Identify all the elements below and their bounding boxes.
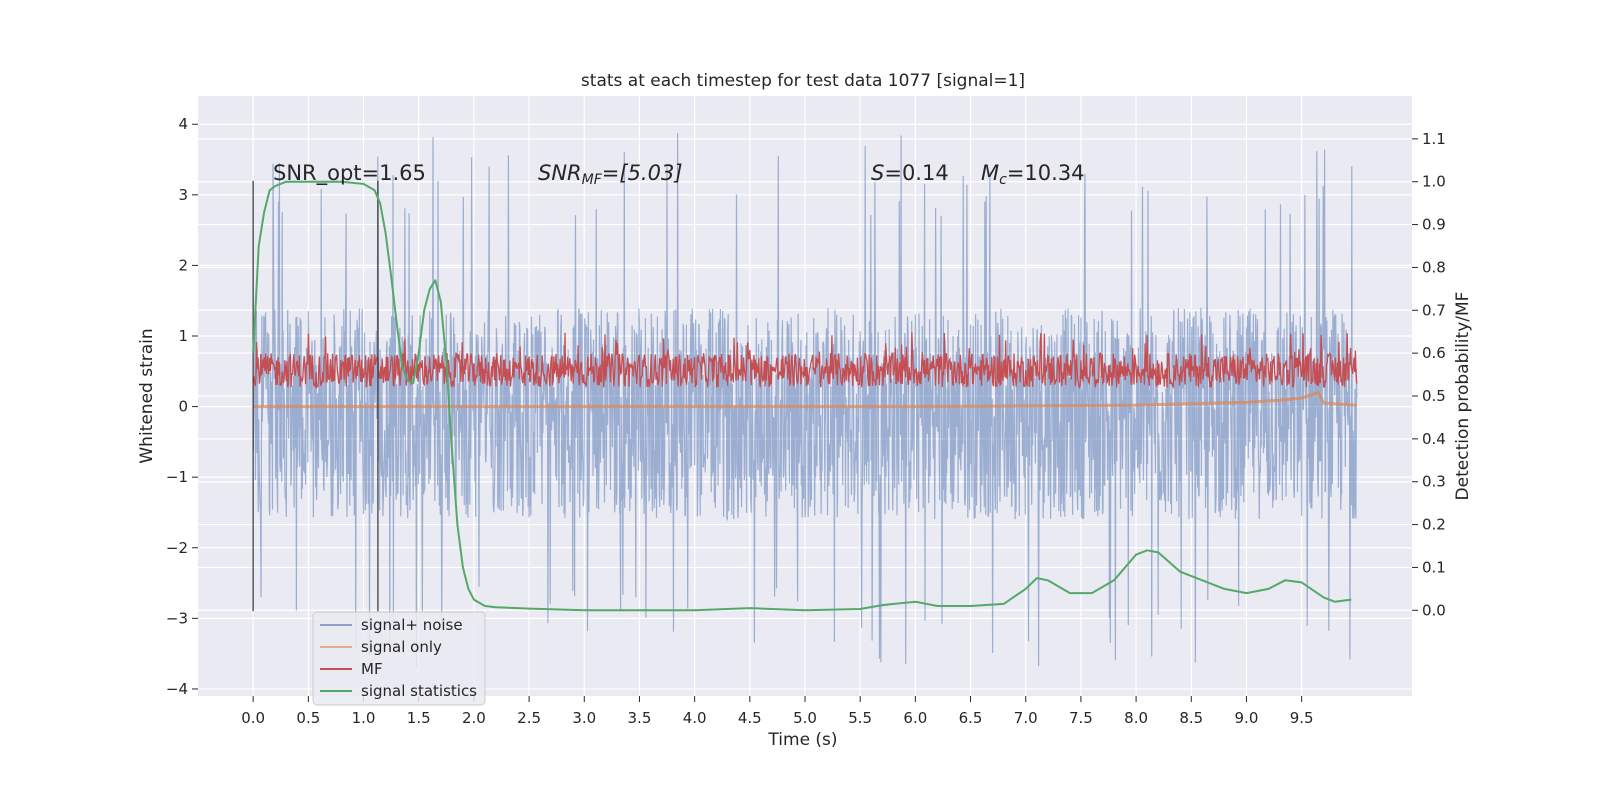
y-right-axis-ticks: 1.1 1.0 0.9 0.8 0.7 0.6 0.5 0.4 0.3 0.2 0.1 0.0 <box>1412 130 1446 619</box>
series-signal-noise-line <box>252 133 1358 668</box>
annotation-mc: Mc=10.34 <box>981 161 1085 188</box>
x-tick-label: 5.5 <box>848 709 872 727</box>
legend-box <box>312 611 486 706</box>
x-tick-label: 6.0 <box>903 709 927 727</box>
annotation-snr-mf: SNRMF=[5.03] <box>538 161 683 188</box>
y-right-tick-label: 0.9 <box>1422 216 1446 234</box>
x-tick-label: 1.0 <box>352 709 376 727</box>
annotation-s: S=0.14 <box>871 161 949 185</box>
y-right-tick-label: 0.3 <box>1422 473 1446 491</box>
y-right-tick-label: 0.7 <box>1422 301 1446 319</box>
legend: signal+ noise signal only MF signal stat… <box>312 611 486 706</box>
x-tick-label: 4.5 <box>738 709 762 727</box>
x-tick-label: 9.0 <box>1235 709 1259 727</box>
y-left-tick-label: −3 <box>166 609 188 627</box>
legend-label-signal-only: signal only <box>361 638 442 656</box>
series-signal-statistics-line <box>252 180 1352 612</box>
legend-label-signal-statistics: signal statistics <box>361 682 477 700</box>
chart-title: stats at each timestep for test data 107… <box>581 71 1025 91</box>
x-tick-label: 3.5 <box>628 709 652 727</box>
y-left-tick-label: −4 <box>166 680 188 698</box>
x-tick-label: 6.5 <box>959 709 983 727</box>
y-right-tick-label: 0.6 <box>1422 344 1446 362</box>
x-tick-label: 7.5 <box>1069 709 1093 727</box>
y-left-axis-label: Whitened strain <box>137 328 157 463</box>
y-left-tick-label: −1 <box>166 468 188 486</box>
x-tick-label: 8.0 <box>1124 709 1148 727</box>
annotation-mc-value: =10.34 <box>1007 161 1085 185</box>
y-right-tick-label: 1.0 <box>1422 173 1446 191</box>
annotation-snr-mf-value: =[5.03] <box>602 161 683 185</box>
y-right-axis-label: Detection probability/MF <box>1453 292 1473 501</box>
y-left-tick-label: −2 <box>166 539 188 557</box>
x-tick-label: 8.5 <box>1179 709 1203 727</box>
y-right-tick-label: 0.5 <box>1422 387 1446 405</box>
series-signal-only <box>253 390 1357 409</box>
y-left-tick-label: 4 <box>178 115 188 133</box>
y-right-tick-label: 0.1 <box>1422 558 1446 576</box>
series-signal-noise <box>252 133 1358 668</box>
x-tick-label: 2.0 <box>462 709 486 727</box>
y-right-tick-label: 0.0 <box>1422 601 1446 619</box>
y-left-tick-label: 3 <box>178 186 188 204</box>
x-tick-label: 2.5 <box>517 709 541 727</box>
annotation-snr-opt: SNR_opt=1.65 <box>273 161 426 186</box>
series-mf-line <box>252 332 1358 390</box>
x-tick-label: 5.0 <box>793 709 817 727</box>
x-tick-label: 0.0 <box>241 709 265 727</box>
y-left-tick-label: 2 <box>178 256 188 274</box>
annotation-mc-symbol: M <box>981 161 999 185</box>
y-right-tick-label: 1.1 <box>1422 130 1446 148</box>
x-tick-label: 1.5 <box>407 709 431 727</box>
legend-label-mf: MF <box>361 660 383 678</box>
vertical-lines <box>252 180 379 612</box>
y-right-tick-label: 0.4 <box>1422 430 1446 448</box>
x-tick-label: 9.5 <box>1290 709 1314 727</box>
x-tick-label: 3.0 <box>572 709 596 727</box>
annotation-snr-mf-sub: MF <box>582 172 603 188</box>
legend-label-signal-noise: signal+ noise <box>361 616 463 634</box>
annotation-mc-sub: c <box>999 172 1007 188</box>
series-signal-statistics <box>252 180 1352 612</box>
annotation-s-symbol: S <box>871 161 884 185</box>
y-left-tick-label: 0 <box>178 398 188 416</box>
y-right-tick-label: 0.2 <box>1422 516 1446 534</box>
x-tick-label: 0.5 <box>296 709 320 727</box>
y-right-tick-label: 0.8 <box>1422 258 1446 276</box>
annotation-s-value: =0.14 <box>884 161 948 185</box>
x-tick-label: 4.0 <box>683 709 707 727</box>
x-axis-label: Time (s) <box>767 730 837 750</box>
x-axis-ticks: 0.0 0.5 1.0 1.5 2.0 2.5 3.0 3.5 4.0 4.5 5.0 5.5 6.0 6… <box>241 696 1314 727</box>
y-left-axis-ticks: 4 3 2 1 0 −1 −2 −3 −4 <box>166 115 198 698</box>
series-mf <box>252 332 1358 390</box>
series-signal-only-line <box>253 390 1357 409</box>
y-left-tick-label: 1 <box>178 327 188 345</box>
annotation-snr-mf-base: SNR <box>538 161 582 185</box>
x-tick-label: 7.0 <box>1014 709 1038 727</box>
